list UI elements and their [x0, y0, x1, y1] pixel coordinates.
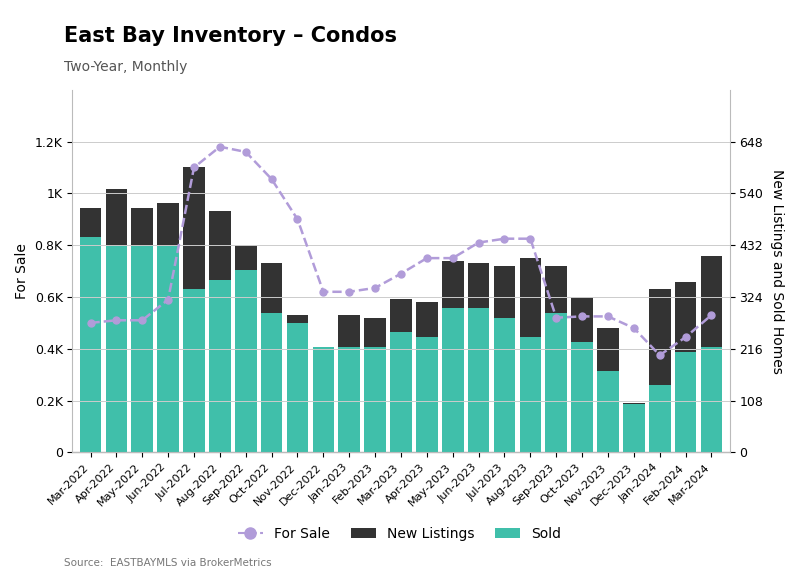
For Sale: [474, 239, 483, 246]
Bar: [80, 236, 101, 453]
Bar: [312, 401, 334, 453]
Bar: [209, 211, 231, 453]
Bar: [546, 313, 567, 453]
Bar: [132, 208, 153, 453]
For Sale: [344, 288, 354, 295]
Bar: [390, 332, 411, 453]
Bar: [339, 315, 360, 453]
Bar: [571, 297, 593, 453]
Bar: [364, 317, 386, 453]
Bar: [571, 342, 593, 453]
For Sale: [499, 235, 509, 242]
Text: East Bay Inventory – Condos: East Bay Inventory – Condos: [64, 26, 397, 46]
Bar: [132, 246, 153, 453]
Bar: [519, 258, 541, 453]
Bar: [675, 282, 697, 453]
Bar: [623, 404, 645, 453]
For Sale: [319, 288, 328, 295]
Bar: [494, 266, 515, 453]
For Sale: [292, 216, 302, 223]
For Sale: [163, 296, 173, 303]
For Sale: [422, 255, 431, 262]
For Sale: [112, 317, 121, 324]
Bar: [260, 263, 282, 453]
Bar: [105, 246, 127, 453]
Bar: [183, 289, 205, 453]
Bar: [80, 208, 101, 453]
Bar: [312, 347, 334, 453]
Bar: [675, 352, 697, 453]
Bar: [701, 256, 722, 453]
Text: Two-Year, Monthly: Two-Year, Monthly: [64, 60, 187, 74]
Bar: [546, 266, 567, 453]
For Sale: [370, 285, 380, 292]
For Sale: [629, 325, 638, 332]
Bar: [442, 308, 463, 453]
Bar: [467, 308, 490, 453]
Bar: [597, 328, 618, 453]
For Sale: [267, 176, 276, 183]
Y-axis label: New Listings and Sold Homes: New Listings and Sold Homes: [770, 168, 784, 374]
Bar: [260, 313, 282, 453]
Bar: [183, 167, 205, 453]
Bar: [649, 289, 670, 453]
Bar: [209, 279, 231, 453]
Bar: [649, 385, 670, 453]
Bar: [519, 338, 541, 453]
Bar: [105, 189, 127, 453]
Bar: [390, 300, 411, 453]
Bar: [701, 347, 722, 453]
Legend: For Sale, New Listings, Sold: For Sale, New Listings, Sold: [233, 521, 566, 546]
Bar: [467, 263, 490, 453]
Bar: [494, 318, 515, 453]
Bar: [157, 203, 179, 453]
For Sale: [526, 235, 535, 242]
For Sale: [578, 313, 587, 320]
Bar: [287, 315, 308, 453]
Bar: [597, 371, 618, 453]
Y-axis label: For Sale: For Sale: [15, 243, 29, 299]
For Sale: [603, 313, 613, 320]
Bar: [157, 246, 179, 453]
For Sale: [681, 334, 690, 340]
For Sale: [137, 317, 147, 324]
Bar: [416, 302, 438, 453]
Bar: [442, 260, 463, 453]
For Sale: [85, 320, 95, 327]
Bar: [235, 245, 256, 453]
For Sale: [706, 312, 716, 319]
For Sale: [551, 315, 561, 321]
Bar: [235, 270, 256, 453]
Bar: [416, 338, 438, 453]
Bar: [339, 347, 360, 453]
Bar: [623, 403, 645, 453]
For Sale: [448, 255, 458, 262]
For Sale: [655, 352, 665, 359]
Text: Source:  EASTBAYMLS via BrokerMetrics: Source: EASTBAYMLS via BrokerMetrics: [64, 558, 272, 568]
For Sale: [215, 143, 225, 150]
For Sale: [189, 164, 199, 171]
Line: For Sale: For Sale: [87, 143, 715, 359]
For Sale: [241, 148, 251, 155]
Bar: [364, 347, 386, 453]
For Sale: [396, 270, 406, 277]
Bar: [287, 323, 308, 453]
